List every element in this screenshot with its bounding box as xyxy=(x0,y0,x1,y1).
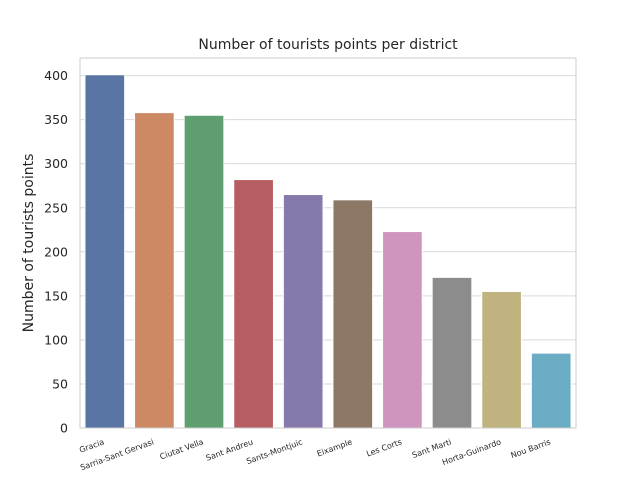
y-tick-label: 250 xyxy=(44,200,68,215)
bar xyxy=(134,112,175,429)
y-tick-label: 0 xyxy=(60,421,68,436)
y-axis-label: Number of tourists points xyxy=(21,154,37,333)
bar xyxy=(84,74,126,429)
y-tick-label: 350 xyxy=(44,112,68,127)
y-tick-label: 50 xyxy=(52,376,68,391)
x-tick-label: Ciutat Vella xyxy=(159,437,205,461)
y-axis-ticks: 0 50 100 150 200 250 300 350 400 xyxy=(44,68,68,435)
plot-frame xyxy=(79,57,577,429)
bar xyxy=(481,290,522,429)
x-tick-label: Eixample xyxy=(316,437,354,458)
bar xyxy=(382,231,423,429)
x-tick-label: Gracia xyxy=(78,437,106,454)
y-tick-label: 100 xyxy=(44,332,68,347)
chart-title: Number of tourists points per district xyxy=(198,37,458,53)
x-tick-label: Sants-Montjuic xyxy=(245,437,304,466)
bar xyxy=(233,179,274,429)
bar xyxy=(431,276,473,429)
bar xyxy=(530,352,572,429)
y-tick-label: 200 xyxy=(44,244,68,259)
y-tick-label: 150 xyxy=(44,288,68,303)
bar xyxy=(183,114,225,429)
bars xyxy=(84,74,572,429)
y-tick-label: 300 xyxy=(44,156,68,171)
bar xyxy=(332,199,374,429)
bar xyxy=(282,194,324,429)
y-tick-label: 400 xyxy=(44,68,68,83)
x-tick-label: Nou Barris xyxy=(510,437,552,460)
x-tick-label: Les Corts xyxy=(365,437,403,458)
